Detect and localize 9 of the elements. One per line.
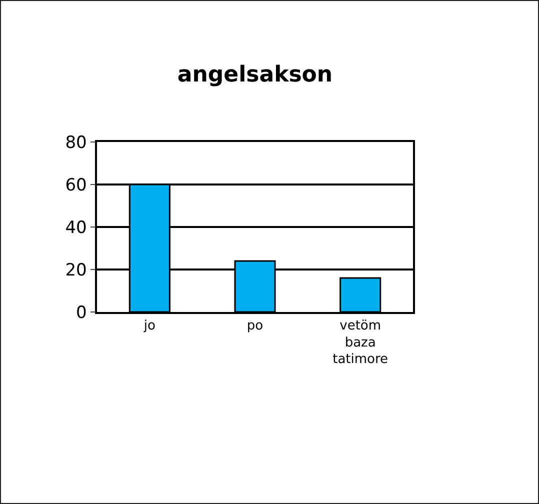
- x-tick-label: po: [246, 318, 264, 334]
- y-tick-label: 20: [65, 260, 87, 280]
- y-tick-label: 40: [65, 218, 87, 238]
- x-tick-label: jo: [142, 318, 156, 334]
- y-tick-label: 80: [65, 132, 87, 153]
- x-tick-label: vetöm baza tatimore: [332, 318, 388, 368]
- chart-title: angelsakson: [177, 62, 333, 88]
- y-tick-label: 60: [65, 175, 87, 196]
- y-tick-label: 0: [76, 302, 87, 323]
